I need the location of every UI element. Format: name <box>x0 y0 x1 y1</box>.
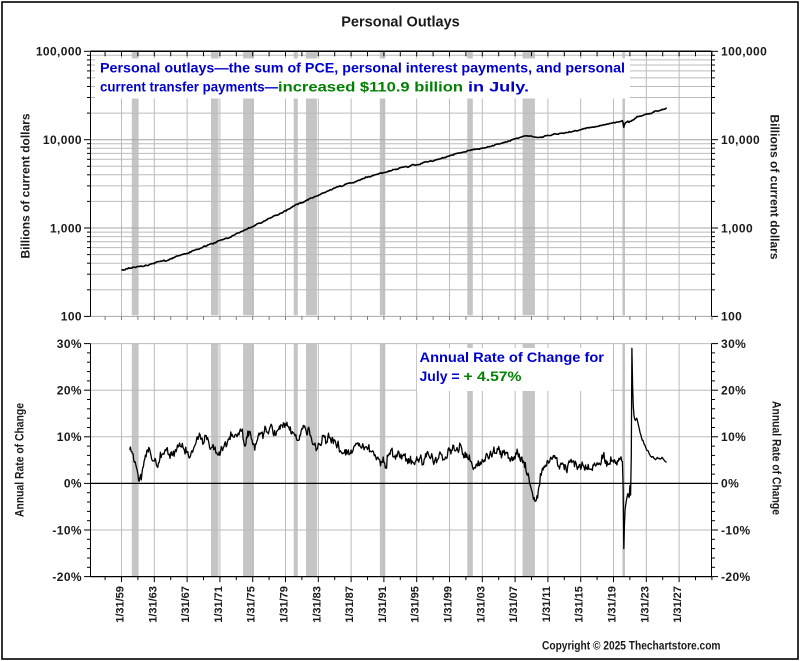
svg-text:1/31/59: 1/31/59 <box>115 586 127 623</box>
svg-text:10,000: 10,000 <box>43 133 82 147</box>
svg-text:1/31/27: 1/31/27 <box>672 586 684 623</box>
svg-text:30%: 30% <box>57 337 82 351</box>
svg-text:1/31/79: 1/31/79 <box>279 586 291 623</box>
svg-text:Personal Outlays: Personal Outlays <box>341 15 459 31</box>
svg-text:Annual Rate of Change: Annual Rate of Change <box>15 403 27 517</box>
svg-text:1/31/95: 1/31/95 <box>410 586 422 623</box>
svg-text:20%: 20% <box>721 384 746 398</box>
svg-text:0%: 0% <box>721 477 739 491</box>
svg-text:1/31/91: 1/31/91 <box>377 586 389 623</box>
svg-text:July = + 4.57%: July = + 4.57% <box>420 368 523 384</box>
svg-text:1/31/63: 1/31/63 <box>147 586 159 623</box>
svg-text:1,000: 1,000 <box>50 221 82 235</box>
svg-text:current transfer payments—incr: current transfer payments—increased $110… <box>100 79 529 95</box>
svg-text:-20%: -20% <box>721 570 751 584</box>
svg-text:1/31/87: 1/31/87 <box>344 586 356 623</box>
svg-text:Annual Rate of Change for: Annual Rate of Change for <box>420 349 605 365</box>
svg-text:-10%: -10% <box>721 523 751 537</box>
svg-text:100: 100 <box>61 310 82 324</box>
svg-text:10,000: 10,000 <box>721 133 760 147</box>
svg-text:1/31/23: 1/31/23 <box>639 586 651 623</box>
svg-text:1/31/11: 1/31/11 <box>541 586 553 622</box>
svg-text:20%: 20% <box>57 384 82 398</box>
svg-text:1/31/99: 1/31/99 <box>443 586 455 623</box>
svg-text:1/31/71: 1/31/71 <box>213 586 225 623</box>
svg-text:1,000: 1,000 <box>721 221 753 235</box>
svg-text:100,000: 100,000 <box>721 45 767 59</box>
svg-text:0%: 0% <box>64 477 82 491</box>
svg-text:-10%: -10% <box>52 523 82 537</box>
svg-text:10%: 10% <box>57 430 82 444</box>
svg-text:Billions of current dollars: Billions of current dollars <box>21 114 33 259</box>
svg-text:1/31/15: 1/31/15 <box>574 586 586 623</box>
svg-text:30%: 30% <box>721 337 746 351</box>
svg-text:1/31/19: 1/31/19 <box>607 586 619 623</box>
svg-text:1/31/75: 1/31/75 <box>246 586 258 623</box>
svg-text:100,000: 100,000 <box>36 45 82 59</box>
svg-text:1/31/07: 1/31/07 <box>508 586 520 623</box>
svg-text:-20%: -20% <box>52 570 82 584</box>
svg-text:1/31/83: 1/31/83 <box>311 586 323 623</box>
svg-text:Annual Rate of Change: Annual Rate of Change <box>770 401 782 515</box>
svg-text:1/31/67: 1/31/67 <box>180 586 192 623</box>
svg-text:10%: 10% <box>721 430 746 444</box>
svg-text:Personal outlays—the sum of PC: Personal outlays—the sum of PCE, persona… <box>100 60 625 76</box>
svg-text:Copyright © 2025 Thechartstore: Copyright © 2025 Thechartstore.com <box>542 639 721 653</box>
svg-text:100: 100 <box>721 310 742 324</box>
svg-text:1/31/03: 1/31/03 <box>475 586 487 623</box>
svg-text:Billions of current dollars: Billions of current dollars <box>768 115 780 260</box>
